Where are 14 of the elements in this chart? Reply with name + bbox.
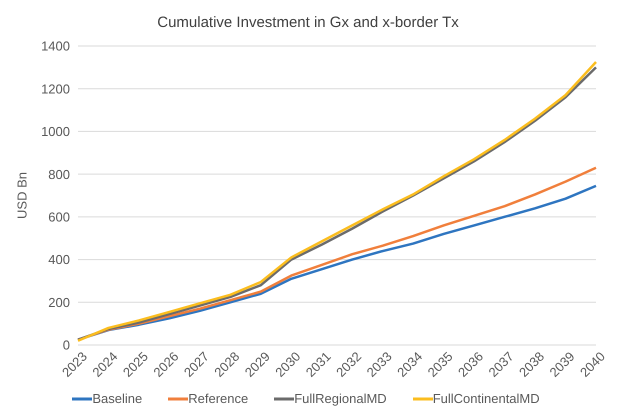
y-tick-label: 1400 — [41, 38, 70, 54]
y-axis-title: USD Bn — [14, 172, 30, 219]
y-tick-label: 1000 — [41, 124, 70, 140]
chart-title: Cumulative Investment in Gx and x-border Tx — [156, 13, 460, 33]
legend-label: Baseline — [91, 391, 142, 406]
y-tick-label: 400 — [48, 252, 70, 268]
y-tick-label: 800 — [48, 166, 70, 182]
y-tick-label: 600 — [48, 209, 70, 224]
y-tick-label: 1200 — [41, 81, 70, 96]
legend-label: FullContinentalMD — [432, 391, 540, 406]
y-tick-label: 0 — [62, 338, 70, 353]
legend-label: FullRegionalMD — [293, 391, 387, 406]
legend-label: Reference — [187, 391, 248, 406]
y-tick-label: 200 — [48, 294, 70, 310]
